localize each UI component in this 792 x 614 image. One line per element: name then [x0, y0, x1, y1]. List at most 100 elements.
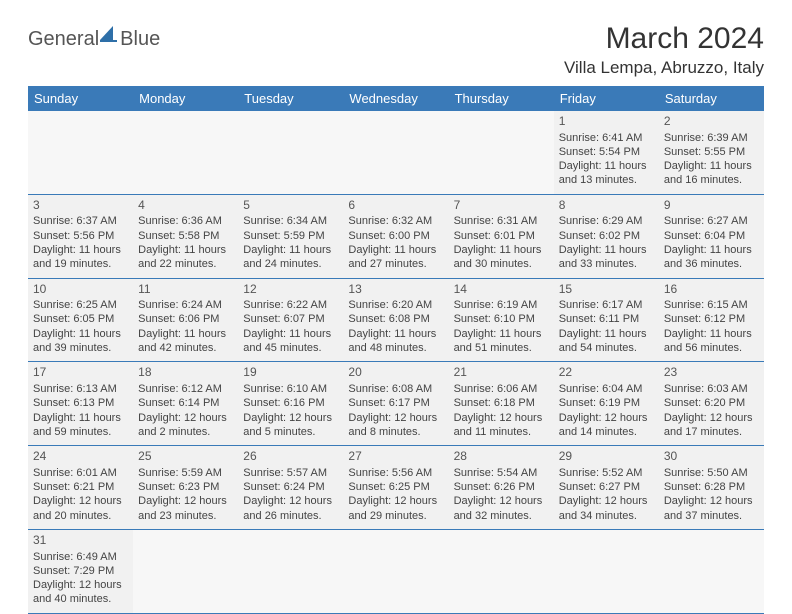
location: Villa Lempa, Abruzzo, Italy [564, 58, 764, 78]
day-number: 16 [664, 282, 759, 298]
day-dl: Daylight: 12 hours and 5 minutes. [243, 411, 338, 440]
day-info: Sunrise: 6:04 AMSunset: 6:19 PMDaylight:… [559, 382, 654, 439]
day-sr: Sunrise: 6:15 AM [664, 298, 759, 312]
calendar-row: 10Sunrise: 6:25 AMSunset: 6:05 PMDayligh… [28, 278, 764, 362]
day-sr: Sunrise: 6:04 AM [559, 382, 654, 396]
day-ss: Sunset: 6:07 PM [243, 312, 338, 326]
day-ss: Sunset: 5:54 PM [559, 145, 654, 159]
calendar-row: 31Sunrise: 6:49 AMSunset: 7:29 PMDayligh… [28, 529, 764, 613]
day-sr: Sunrise: 6:06 AM [454, 382, 549, 396]
empty-cell [343, 529, 448, 613]
day-ss: Sunset: 6:00 PM [348, 229, 443, 243]
empty-cell [449, 111, 554, 194]
day-dl: Daylight: 12 hours and 23 minutes. [138, 494, 233, 523]
day-ss: Sunset: 6:16 PM [243, 396, 338, 410]
day-info: Sunrise: 6:01 AMSunset: 6:21 PMDaylight:… [33, 466, 128, 523]
day-sr: Sunrise: 6:03 AM [664, 382, 759, 396]
day-dl: Daylight: 11 hours and 45 minutes. [243, 327, 338, 356]
empty-cell [133, 111, 238, 194]
day-sr: Sunrise: 5:59 AM [138, 466, 233, 480]
day-sr: Sunrise: 6:29 AM [559, 214, 654, 228]
calendar-table: SundayMondayTuesdayWednesdayThursdayFrid… [28, 86, 764, 614]
day-info: Sunrise: 6:32 AMSunset: 6:00 PMDaylight:… [348, 214, 443, 271]
day-cell: 9Sunrise: 6:27 AMSunset: 6:04 PMDaylight… [659, 194, 764, 278]
day-info: Sunrise: 6:41 AMSunset: 5:54 PMDaylight:… [559, 131, 654, 188]
day-ss: Sunset: 6:11 PM [559, 312, 654, 326]
day-number: 23 [664, 365, 759, 381]
day-cell: 16Sunrise: 6:15 AMSunset: 6:12 PMDayligh… [659, 278, 764, 362]
day-dl: Daylight: 11 hours and 42 minutes. [138, 327, 233, 356]
day-info: Sunrise: 6:49 AMSunset: 7:29 PMDaylight:… [33, 550, 128, 607]
day-number: 5 [243, 198, 338, 214]
day-sr: Sunrise: 5:54 AM [454, 466, 549, 480]
day-cell: 31Sunrise: 6:49 AMSunset: 7:29 PMDayligh… [28, 529, 133, 613]
day-dl: Daylight: 11 hours and 56 minutes. [664, 327, 759, 356]
day-cell: 28Sunrise: 5:54 AMSunset: 6:26 PMDayligh… [449, 446, 554, 530]
day-dl: Daylight: 11 hours and 39 minutes. [33, 327, 128, 356]
day-cell: 1Sunrise: 6:41 AMSunset: 5:54 PMDaylight… [554, 111, 659, 194]
day-sr: Sunrise: 6:19 AM [454, 298, 549, 312]
day-dl: Daylight: 11 hours and 54 minutes. [559, 327, 654, 356]
weekday-header: Friday [554, 86, 659, 111]
logo-text-blue: Blue [120, 28, 160, 51]
day-number: 30 [664, 449, 759, 465]
day-ss: Sunset: 6:21 PM [33, 480, 128, 494]
day-sr: Sunrise: 6:32 AM [348, 214, 443, 228]
day-cell: 20Sunrise: 6:08 AMSunset: 6:17 PMDayligh… [343, 362, 448, 446]
day-ss: Sunset: 6:25 PM [348, 480, 443, 494]
day-info: Sunrise: 6:19 AMSunset: 6:10 PMDaylight:… [454, 298, 549, 355]
day-dl: Daylight: 11 hours and 24 minutes. [243, 243, 338, 272]
day-number: 10 [33, 282, 128, 298]
day-sr: Sunrise: 6:17 AM [559, 298, 654, 312]
day-dl: Daylight: 11 hours and 13 minutes. [559, 159, 654, 188]
day-cell: 19Sunrise: 6:10 AMSunset: 6:16 PMDayligh… [238, 362, 343, 446]
weekday-header: Tuesday [238, 86, 343, 111]
day-cell: 23Sunrise: 6:03 AMSunset: 6:20 PMDayligh… [659, 362, 764, 446]
day-number: 13 [348, 282, 443, 298]
day-ss: Sunset: 6:05 PM [33, 312, 128, 326]
empty-cell [133, 529, 238, 613]
weekday-header: Thursday [449, 86, 554, 111]
day-ss: Sunset: 6:19 PM [559, 396, 654, 410]
day-info: Sunrise: 6:08 AMSunset: 6:17 PMDaylight:… [348, 382, 443, 439]
day-sr: Sunrise: 6:20 AM [348, 298, 443, 312]
day-ss: Sunset: 6:04 PM [664, 229, 759, 243]
day-cell: 5Sunrise: 6:34 AMSunset: 5:59 PMDaylight… [238, 194, 343, 278]
day-cell: 26Sunrise: 5:57 AMSunset: 6:24 PMDayligh… [238, 446, 343, 530]
day-sr: Sunrise: 6:24 AM [138, 298, 233, 312]
day-number: 3 [33, 198, 128, 214]
day-sr: Sunrise: 6:22 AM [243, 298, 338, 312]
day-sr: Sunrise: 6:39 AM [664, 131, 759, 145]
day-dl: Daylight: 12 hours and 11 minutes. [454, 411, 549, 440]
calendar-row: 24Sunrise: 6:01 AMSunset: 6:21 PMDayligh… [28, 446, 764, 530]
day-sr: Sunrise: 6:13 AM [33, 382, 128, 396]
weekday-header: Monday [133, 86, 238, 111]
day-dl: Daylight: 12 hours and 26 minutes. [243, 494, 338, 523]
day-dl: Daylight: 11 hours and 59 minutes. [33, 411, 128, 440]
day-sr: Sunrise: 5:50 AM [664, 466, 759, 480]
day-ss: Sunset: 5:58 PM [138, 229, 233, 243]
day-number: 9 [664, 198, 759, 214]
day-cell: 18Sunrise: 6:12 AMSunset: 6:14 PMDayligh… [133, 362, 238, 446]
day-number: 12 [243, 282, 338, 298]
day-ss: Sunset: 6:06 PM [138, 312, 233, 326]
day-sr: Sunrise: 6:25 AM [33, 298, 128, 312]
day-cell: 11Sunrise: 6:24 AMSunset: 6:06 PMDayligh… [133, 278, 238, 362]
day-info: Sunrise: 6:06 AMSunset: 6:18 PMDaylight:… [454, 382, 549, 439]
day-cell: 29Sunrise: 5:52 AMSunset: 6:27 PMDayligh… [554, 446, 659, 530]
calendar-body: 1Sunrise: 6:41 AMSunset: 5:54 PMDaylight… [28, 111, 764, 613]
day-info: Sunrise: 6:24 AMSunset: 6:06 PMDaylight:… [138, 298, 233, 355]
day-ss: Sunset: 6:27 PM [559, 480, 654, 494]
day-cell: 22Sunrise: 6:04 AMSunset: 6:19 PMDayligh… [554, 362, 659, 446]
day-sr: Sunrise: 5:57 AM [243, 466, 338, 480]
sail-icon [100, 25, 118, 48]
day-sr: Sunrise: 5:56 AM [348, 466, 443, 480]
day-number: 17 [33, 365, 128, 381]
day-cell: 2Sunrise: 6:39 AMSunset: 5:55 PMDaylight… [659, 111, 764, 194]
day-number: 4 [138, 198, 233, 214]
day-sr: Sunrise: 6:41 AM [559, 131, 654, 145]
day-number: 1 [559, 114, 654, 130]
day-ss: Sunset: 6:14 PM [138, 396, 233, 410]
day-sr: Sunrise: 6:10 AM [243, 382, 338, 396]
day-number: 22 [559, 365, 654, 381]
